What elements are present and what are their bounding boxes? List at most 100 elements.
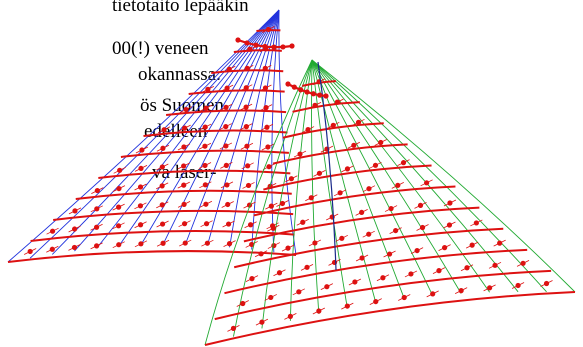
batten-dot bbox=[159, 221, 166, 227]
batten-dot bbox=[305, 126, 311, 133]
batten-dot bbox=[304, 264, 310, 270]
batten-dot bbox=[400, 160, 407, 166]
batten-dot bbox=[393, 227, 399, 234]
batten-dot bbox=[93, 224, 100, 230]
batten-dot bbox=[181, 182, 187, 188]
batten-dot bbox=[181, 163, 187, 169]
batten-dot bbox=[117, 167, 123, 173]
batten-dot bbox=[138, 241, 144, 247]
batten-dot bbox=[137, 222, 144, 228]
batten-dot bbox=[417, 202, 424, 209]
batten-dot bbox=[115, 223, 122, 229]
batten-dot bbox=[116, 204, 122, 210]
head-dot bbox=[253, 42, 259, 48]
batten-dot bbox=[202, 143, 208, 149]
batten-curve bbox=[30, 229, 295, 242]
head-dot bbox=[291, 84, 297, 90]
batten-dot bbox=[160, 240, 166, 246]
batten-dot bbox=[265, 144, 271, 150]
batten-dot bbox=[430, 291, 436, 297]
radial-line bbox=[311, 59, 434, 296]
batten-dot bbox=[285, 245, 291, 251]
batten-dot bbox=[334, 99, 340, 105]
radial-line bbox=[311, 59, 462, 294]
batten-dot bbox=[94, 187, 100, 194]
batten-curve bbox=[98, 169, 291, 179]
batten-dot bbox=[424, 180, 430, 186]
batten-dot bbox=[262, 65, 268, 71]
batten-dot bbox=[316, 170, 323, 176]
batten-dot bbox=[276, 270, 283, 276]
batten-dot bbox=[224, 182, 230, 188]
batten-dot bbox=[287, 313, 293, 319]
batten-dot bbox=[359, 255, 365, 261]
head-dot bbox=[310, 91, 316, 97]
batten-dot bbox=[373, 298, 379, 305]
head-dot bbox=[244, 40, 250, 46]
batten-dot bbox=[492, 262, 498, 268]
batten-dot bbox=[378, 139, 384, 146]
batten-curve bbox=[204, 291, 576, 346]
radial-line bbox=[162, 9, 280, 245]
batten-curve bbox=[233, 227, 504, 269]
batten-dot bbox=[49, 228, 56, 234]
batten-dot bbox=[94, 206, 100, 212]
radial-line bbox=[96, 9, 280, 249]
batten-dot bbox=[446, 222, 453, 228]
batten-curve bbox=[143, 129, 288, 137]
batten-dot bbox=[300, 219, 306, 225]
batten-dot bbox=[204, 240, 210, 246]
batten-dot bbox=[49, 246, 55, 252]
radial-line bbox=[206, 9, 280, 246]
batten-dot bbox=[296, 289, 302, 295]
batten-dot bbox=[226, 66, 232, 72]
batten-dot bbox=[288, 176, 294, 182]
batten-dot bbox=[543, 280, 550, 287]
batten-dot bbox=[71, 226, 78, 232]
batten-dot bbox=[71, 244, 78, 251]
batten-dot bbox=[138, 165, 144, 172]
batten-dot bbox=[202, 182, 208, 188]
head-dot bbox=[289, 43, 295, 49]
batten-dot bbox=[458, 288, 464, 294]
batten-dot bbox=[183, 106, 189, 113]
batten-dot bbox=[249, 241, 255, 248]
batten-curve bbox=[224, 248, 528, 295]
batten-dot bbox=[230, 325, 237, 331]
batten-dot bbox=[372, 162, 379, 168]
batten-curve bbox=[233, 49, 282, 53]
batten-dot bbox=[359, 209, 365, 216]
batten-curve bbox=[7, 250, 297, 263]
batten-dot bbox=[414, 247, 420, 254]
batten-curve bbox=[253, 185, 456, 217]
batten-dot bbox=[182, 240, 188, 246]
batten-dot bbox=[247, 222, 254, 228]
center-leech-line bbox=[317, 61, 337, 271]
batten-dot bbox=[72, 208, 78, 214]
batten-curve bbox=[272, 143, 408, 165]
batten-dot bbox=[205, 86, 211, 92]
batten-dot bbox=[520, 260, 526, 266]
batten-dot bbox=[268, 203, 274, 209]
batten-curve bbox=[292, 101, 360, 113]
batten-dot bbox=[312, 240, 318, 246]
batten-dot bbox=[244, 143, 250, 149]
batten-dot bbox=[262, 85, 269, 91]
batten-dot bbox=[116, 242, 122, 248]
radial-line bbox=[233, 59, 313, 337]
batten-dot bbox=[473, 220, 479, 226]
batten-dot bbox=[266, 164, 272, 170]
right-sail-green bbox=[204, 59, 576, 346]
batten-dot bbox=[161, 127, 167, 133]
batten-dot bbox=[419, 224, 426, 231]
batten-dot bbox=[223, 162, 229, 169]
radial-line bbox=[140, 9, 280, 246]
batten-dot bbox=[271, 242, 277, 249]
batten-dot bbox=[388, 205, 394, 212]
radial-line bbox=[311, 59, 320, 314]
batten-dot bbox=[337, 190, 343, 196]
batten-dot bbox=[351, 142, 357, 148]
head-dot bbox=[271, 44, 277, 50]
